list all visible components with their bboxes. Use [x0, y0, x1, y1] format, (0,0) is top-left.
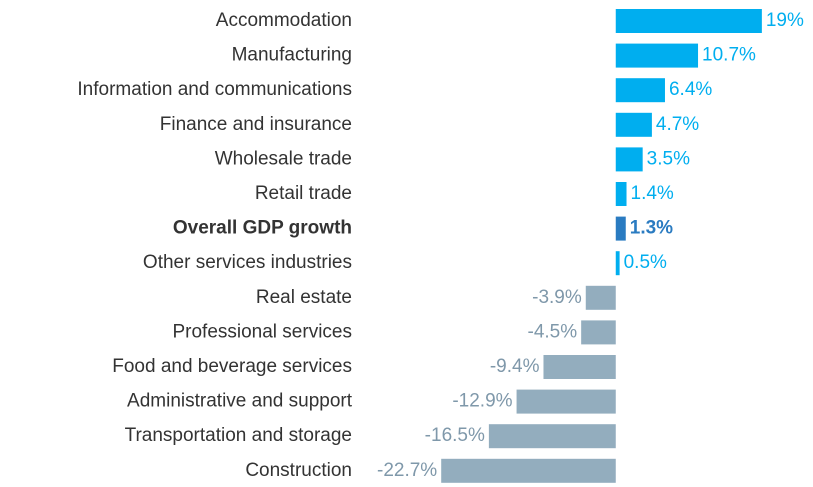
value-label: 4.7%	[656, 114, 699, 135]
value-label: 0.5%	[624, 252, 667, 273]
bar	[441, 458, 616, 483]
category-label: Accommodation	[216, 10, 352, 31]
bar	[615, 78, 665, 103]
bar	[543, 355, 616, 379]
category-label: Transportation and storage	[125, 425, 352, 446]
value-label: 3.5%	[647, 148, 690, 169]
value-label: 10.7%	[702, 45, 756, 66]
category-label: Administrative and support	[127, 391, 353, 412]
bar	[615, 182, 627, 206]
category-label: Construction	[245, 460, 352, 481]
category-label: Wholesale trade	[215, 148, 352, 169]
category-label: Overall GDP growth	[173, 218, 352, 239]
value-label: -3.9%	[532, 287, 582, 308]
value-label: -22.7%	[377, 460, 437, 481]
value-label: 1.3%	[630, 218, 673, 239]
bar	[488, 424, 616, 449]
value-label: 6.4%	[669, 79, 712, 100]
bar	[615, 112, 652, 137]
bar	[516, 389, 616, 414]
value-label: 19%	[766, 10, 804, 31]
value-label: -12.9%	[452, 391, 512, 412]
bar	[615, 147, 643, 172]
category-label: Real estate	[256, 287, 352, 308]
category-label: Manufacturing	[232, 45, 352, 66]
value-label: -9.4%	[490, 356, 540, 377]
category-label: Finance and insurance	[160, 114, 352, 135]
bar	[615, 9, 762, 33]
bar	[615, 43, 699, 68]
category-label: Information and communications	[77, 79, 352, 100]
bar	[615, 216, 626, 241]
bar	[581, 320, 616, 345]
category-label: Professional services	[172, 321, 352, 342]
value-label: -16.5%	[425, 425, 485, 446]
category-label: Food and beverage services	[112, 356, 352, 377]
category-label: Retail trade	[255, 183, 352, 204]
bar	[585, 285, 616, 310]
bar	[615, 251, 620, 276]
value-label: 1.4%	[631, 183, 674, 204]
category-label: Other services industries	[143, 252, 352, 273]
value-label: -4.5%	[528, 321, 578, 342]
